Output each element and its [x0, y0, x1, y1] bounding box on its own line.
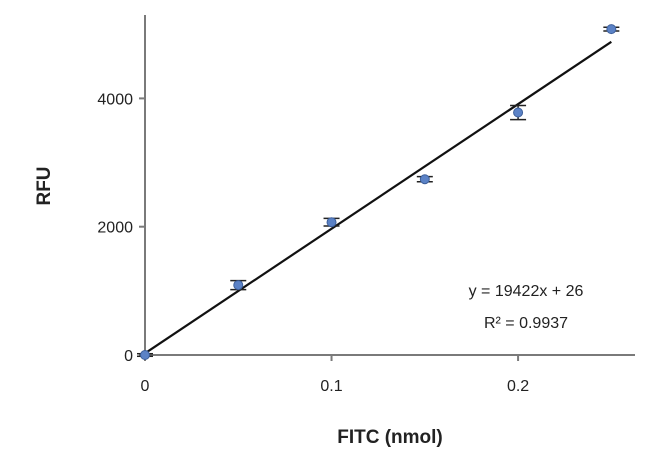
data-point: [323, 217, 340, 228]
trendline-equation: y = 19422x + 26: [469, 283, 584, 300]
trendline: [144, 40, 612, 355]
x-tick-label: 0.2: [507, 378, 529, 395]
data-marker: [606, 24, 617, 35]
data-marker: [233, 280, 244, 291]
data-point: [416, 174, 433, 185]
x-axis-label: FITC (nmol): [337, 427, 443, 448]
data-point: [603, 24, 620, 35]
axes: [144, 15, 635, 356]
data-marker: [513, 107, 524, 118]
y-tick-label: 0: [124, 348, 133, 365]
data-point: [137, 350, 153, 360]
data-marker: [326, 217, 337, 228]
y-tick-label: 2000: [97, 220, 133, 237]
data-marker: [419, 174, 430, 185]
x-tick-label: 0: [141, 378, 150, 395]
data-point: [510, 104, 527, 121]
data-point: [230, 279, 247, 291]
x-tick-label: 0.1: [320, 378, 342, 395]
x-ticks: 0 0.1 0.2: [141, 355, 529, 395]
y-tick-label: 4000: [97, 91, 133, 108]
data-points: [137, 24, 620, 360]
y-axis-label: RFU: [34, 166, 55, 205]
data-marker: [140, 350, 150, 360]
y-ticks: 0 2000 4000: [97, 91, 145, 365]
r-squared-label: R² = 0.9937: [484, 315, 568, 332]
